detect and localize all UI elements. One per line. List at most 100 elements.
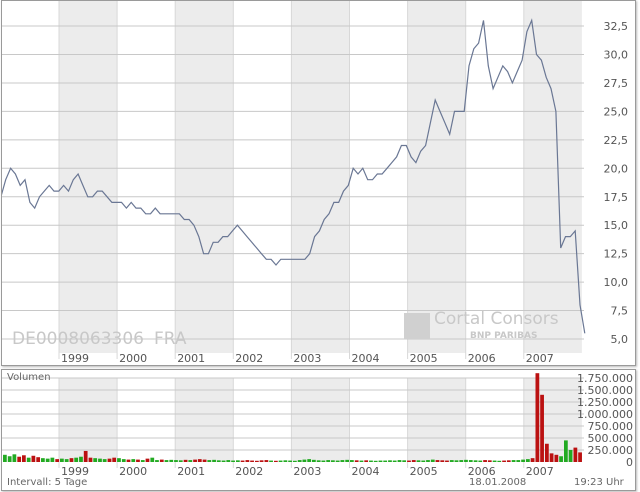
x-tick-label: 2005 bbox=[410, 352, 438, 365]
volume-bar bbox=[473, 460, 478, 462]
y-tick-label: 0 bbox=[626, 456, 633, 469]
volume-bar bbox=[350, 460, 354, 462]
volume-bar bbox=[26, 457, 31, 462]
price-chart-panel: 1999 2000 2001 2002 2003 2004 2005 2006 2007 5,0 7… bbox=[1, 0, 636, 366]
volume-bar bbox=[255, 460, 259, 462]
volume-bar bbox=[559, 456, 563, 462]
x-tick-label: 2006 bbox=[468, 352, 496, 365]
volume-bar bbox=[140, 460, 145, 462]
y-tick-label: 5,0 bbox=[611, 333, 629, 346]
brand-watermark: Cortal Consors bbox=[434, 309, 559, 329]
volume-bar bbox=[316, 460, 321, 462]
volume-bar bbox=[411, 460, 416, 462]
volume-bar bbox=[216, 460, 221, 462]
volume-bar bbox=[264, 460, 269, 462]
x-tick-label: 2006 bbox=[468, 465, 496, 478]
isin-watermark: DE0008063306 bbox=[12, 329, 144, 349]
volume-bar bbox=[60, 458, 64, 462]
volume-bar bbox=[302, 459, 307, 462]
volume-bar bbox=[397, 460, 402, 462]
volume-bar bbox=[259, 460, 264, 462]
volume-bar bbox=[335, 460, 340, 462]
volume-bar bbox=[288, 460, 292, 462]
volume-bar bbox=[430, 459, 435, 462]
year-band bbox=[59, 1, 118, 353]
volume-bar bbox=[573, 447, 578, 462]
volume-bar bbox=[7, 456, 12, 462]
x-tick-label: 2004 bbox=[352, 465, 380, 478]
x-tick-label: 2007 bbox=[526, 352, 554, 365]
volume-bar bbox=[378, 460, 383, 462]
volume-bar bbox=[535, 373, 540, 462]
volume-title: Volumen bbox=[7, 372, 51, 383]
volume-bar bbox=[197, 459, 202, 462]
y-tick-label: 1.250.000 bbox=[577, 396, 633, 409]
year-band bbox=[175, 378, 234, 462]
volume-bar bbox=[69, 458, 74, 462]
volume-bar bbox=[530, 458, 535, 462]
y-tick-label: 1.500.000 bbox=[577, 384, 633, 397]
volume-bar bbox=[540, 394, 544, 462]
y-tick-label: 25,0 bbox=[604, 105, 629, 118]
volume-bar bbox=[193, 459, 197, 462]
volume-bar bbox=[383, 460, 388, 462]
volume-bar bbox=[492, 460, 497, 462]
volume-bar bbox=[340, 460, 345, 462]
volume-bar bbox=[136, 459, 140, 462]
volume-bar bbox=[107, 458, 112, 462]
volume-bar bbox=[221, 460, 226, 462]
volume-bar bbox=[312, 459, 316, 462]
volume-bar bbox=[402, 460, 407, 462]
volume-bar bbox=[121, 459, 126, 462]
x-tick-label: 2005 bbox=[410, 465, 438, 478]
volume-bar bbox=[174, 460, 178, 462]
volume-bar bbox=[159, 459, 164, 462]
volume-bar bbox=[445, 460, 449, 462]
volume-bar bbox=[202, 459, 207, 462]
x-tick-label: 1999 bbox=[61, 352, 89, 365]
volume-bar bbox=[454, 460, 459, 462]
volume-bar bbox=[502, 460, 506, 462]
volume-bar bbox=[22, 455, 26, 462]
volume-bar bbox=[526, 459, 530, 462]
y-tick-label: 17,5 bbox=[604, 191, 629, 204]
y-tick-label: 1.750.000 bbox=[577, 372, 633, 385]
volume-bar bbox=[297, 460, 302, 462]
year-band bbox=[523, 1, 582, 353]
volume-bar bbox=[88, 457, 93, 462]
volume-bar bbox=[45, 458, 50, 462]
volume-bar bbox=[207, 460, 212, 462]
year-band bbox=[407, 1, 466, 353]
interval-label: Intervall: 5 Tage bbox=[7, 477, 88, 488]
year-band bbox=[291, 378, 350, 462]
volume-bar bbox=[426, 460, 430, 462]
volume-bar bbox=[416, 460, 421, 462]
volume-bar bbox=[568, 450, 573, 462]
volume-bar bbox=[564, 440, 568, 462]
date-label: 18.01.2008 bbox=[469, 477, 527, 488]
volume-bar bbox=[354, 460, 359, 462]
exchange-watermark: FRA bbox=[154, 329, 187, 349]
volume-bar bbox=[388, 460, 392, 462]
x-tick-label: 2001 bbox=[177, 352, 205, 365]
volume-bar bbox=[93, 458, 98, 462]
volume-bar bbox=[212, 459, 216, 462]
volume-bar bbox=[164, 460, 169, 462]
x-tick-label: 2003 bbox=[293, 352, 321, 365]
volume-bar bbox=[3, 454, 7, 462]
price-chart: 1999 2000 2001 2002 2003 2004 2005 2006 2007 5,0 7… bbox=[2, 1, 629, 365]
volume-bar bbox=[373, 460, 378, 462]
volume-bar bbox=[326, 460, 331, 462]
volume-bar bbox=[483, 460, 487, 462]
brand-sub-watermark: BNP PARIBAS bbox=[470, 331, 538, 341]
volume-bar bbox=[578, 452, 582, 462]
volume-chart-panel: 1999 2000 2001 2002 2003 2004 2005 2006 2007 0 250… bbox=[1, 369, 636, 491]
volume-bar bbox=[155, 460, 159, 462]
volume-bar bbox=[231, 460, 235, 462]
volume-bar bbox=[545, 443, 549, 462]
volume-bar bbox=[307, 459, 312, 462]
x-tick-label: 2002 bbox=[235, 465, 263, 478]
volume-bar bbox=[188, 460, 193, 462]
volume-bar bbox=[55, 459, 60, 462]
volume-bar bbox=[549, 453, 554, 462]
